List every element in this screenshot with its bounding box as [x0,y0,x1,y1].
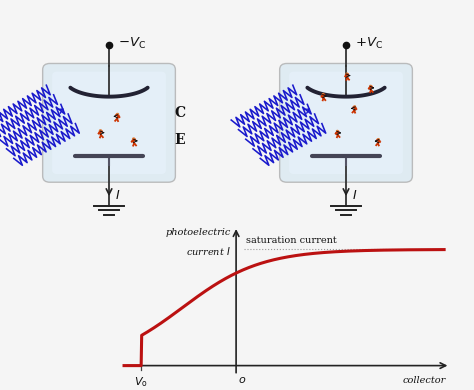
Text: collector: collector [403,376,446,385]
FancyBboxPatch shape [280,64,412,182]
Circle shape [346,73,348,75]
Text: E: E [174,133,184,147]
Circle shape [353,105,356,108]
FancyBboxPatch shape [43,64,175,182]
Text: $-V_\mathrm{C}$: $-V_\mathrm{C}$ [118,35,146,51]
Text: photoelectric: photoelectric [166,227,231,236]
Text: $I$: $I$ [115,189,120,202]
Circle shape [99,129,102,132]
Text: saturation current: saturation current [246,236,337,245]
Circle shape [336,130,339,133]
Circle shape [377,138,380,141]
Circle shape [322,93,325,96]
Text: C: C [174,106,185,120]
Circle shape [132,137,136,140]
Circle shape [369,85,372,87]
Text: $V_\mathrm{o}$: $V_\mathrm{o}$ [135,376,148,389]
Circle shape [116,113,119,116]
Text: $o$: $o$ [238,375,246,385]
Text: $I$: $I$ [352,189,357,202]
FancyBboxPatch shape [289,72,403,174]
Text: current $I$: current $I$ [186,245,231,257]
Text: $+V_\mathrm{C}$: $+V_\mathrm{C}$ [355,35,383,51]
FancyBboxPatch shape [52,72,166,174]
